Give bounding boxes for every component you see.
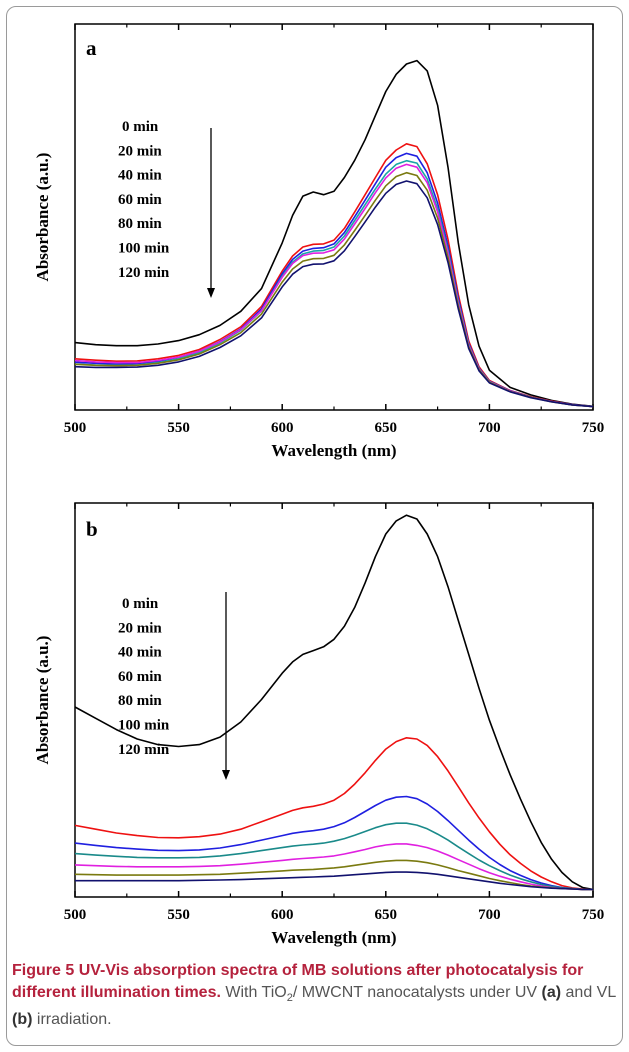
y-axis-title: Absorbance (a.u.): [33, 636, 52, 765]
legend-label: 20 min: [118, 143, 162, 159]
panel-letter: b: [86, 517, 98, 541]
legend-label: 40 min: [118, 168, 162, 184]
series-line-80-min: [74, 843, 593, 891]
panel-letter: a: [86, 36, 97, 60]
series-line-60-min: [74, 822, 593, 891]
panel-a: 500 550 600 650 700 750 Wavelength (nm) Absorba…: [33, 23, 605, 460]
series-line-120-min: [75, 871, 593, 891]
legend-label: 0 min: [122, 119, 159, 135]
series-line-40-min: [74, 795, 593, 891]
series-line-0-min: [74, 514, 594, 891]
x-axis-title: Wavelength (nm): [271, 441, 396, 460]
series-line-20-min: [74, 737, 594, 891]
legend-label: 100 min: [118, 241, 170, 257]
caption-desc-sub: 2: [286, 992, 293, 1005]
x-tick-label: 500: [64, 907, 87, 923]
series-line-120-min: [74, 180, 594, 408]
series-line-0-min: [74, 59, 594, 408]
y-axis-title: Absorbance (a.u.): [33, 153, 52, 282]
panel-b: 500 550 600 650 700 750 Wavelength (nm) Absorba…: [33, 502, 605, 947]
legend-label: 100 min: [118, 718, 170, 734]
x-tick-label: 600: [271, 907, 294, 923]
caption-desc-mid: / MWCNT nanocatalysts under UV: [292, 984, 538, 1001]
time-arrow-head: [222, 770, 230, 780]
x-tick-label: 650: [375, 420, 398, 436]
x-axis-title: Wavelength (nm): [271, 928, 396, 947]
x-tick-label: 650: [375, 907, 398, 923]
series-line-100-min: [74, 859, 593, 891]
figure-caption: Figure 5 UV-Vis absorption spectra of MB…: [12, 960, 618, 1031]
legend-label: 80 min: [118, 693, 162, 709]
x-tick-label: 700: [478, 420, 501, 436]
x-tick-label: 750: [582, 907, 605, 923]
caption-title: UV-Vis absorption spectra of MB solution…: [12, 962, 584, 1001]
x-tick-label: 600: [271, 420, 294, 436]
legend-label: 20 min: [118, 620, 162, 636]
caption-desc-end: irradiation.: [36, 1011, 112, 1029]
legend-label: 120 min: [118, 265, 170, 281]
x-tick-label: 700: [478, 907, 501, 923]
legend-label: 40 min: [118, 645, 162, 661]
x-tick-label: 500: [64, 420, 87, 436]
caption-desc-prefix: With TiO: [225, 984, 287, 1001]
time-arrow-head: [207, 288, 215, 298]
caption-desc-and: and VL: [565, 984, 616, 1001]
caption-desc-b: (b): [12, 1011, 33, 1029]
legend-label: 60 min: [118, 669, 162, 685]
caption-desc-a: (a): [541, 984, 562, 1001]
legend-label: 0 min: [122, 596, 159, 612]
x-tick-label: 550: [167, 907, 190, 923]
legend-label: 120 min: [118, 742, 170, 758]
x-tick-label: 750: [582, 420, 605, 436]
caption-figure-label: Figure 5: [12, 962, 75, 979]
figure-frame: [6, 6, 623, 1046]
legend-label: 60 min: [118, 192, 162, 208]
x-tick-label: 550: [167, 420, 190, 436]
legend-label: 80 min: [118, 216, 162, 232]
